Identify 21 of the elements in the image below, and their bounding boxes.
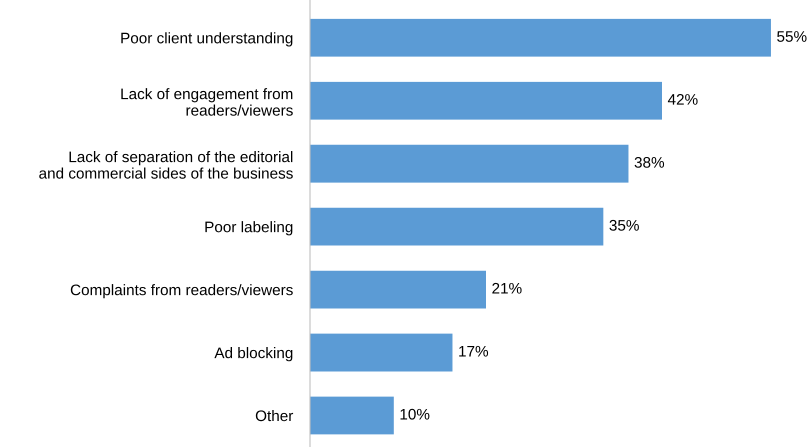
data-label: 42% [668,94,698,105]
bar [310,270,486,308]
y-tick-label: Other [256,410,294,422]
y-tick-label: Lack of separation of the editorial and commercial sides of the business [39,151,293,179]
bar [310,82,662,120]
y-tick-label: Complaints from readers/viewers [70,284,293,298]
bar [310,396,394,434]
data-label: 17% [459,346,488,357]
y-tick-label: Poor client understanding [121,32,292,46]
bar [310,18,771,57]
bar [310,208,604,246]
bar [310,334,452,372]
data-label: 35% [609,220,639,231]
data-label: 21% [492,282,522,294]
y-tick-label: Poor labeling [205,221,292,236]
data-label: 10% [400,408,430,420]
y-tick-label: Ad blocking [214,347,292,362]
y-tick-label: Lack of engagement from readers/viewers [121,88,293,116]
data-label: 55% [777,31,807,42]
data-label: 38% [634,156,664,168]
bar [310,144,628,183]
